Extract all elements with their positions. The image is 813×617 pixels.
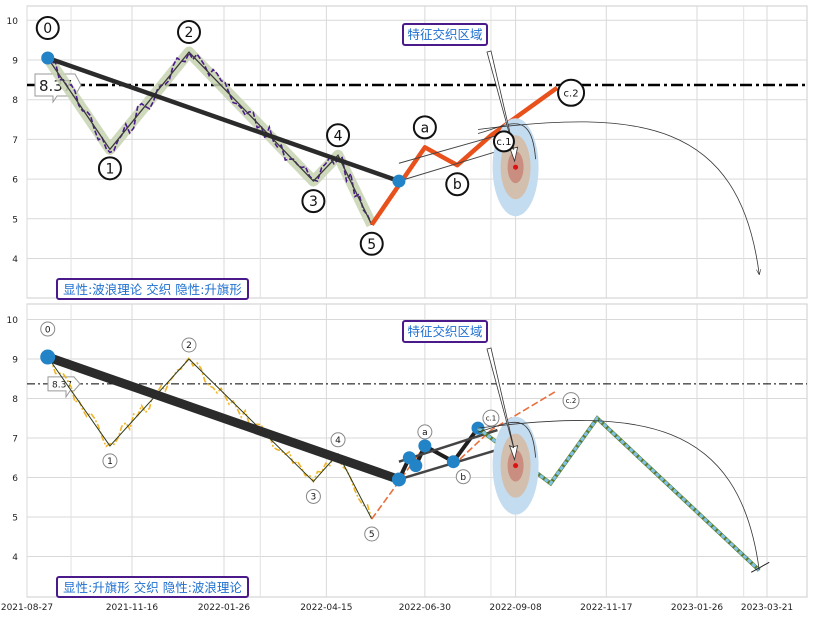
wave-label: b (453, 177, 462, 193)
wave-label: 0 (43, 21, 52, 37)
wave-line (47, 51, 373, 226)
wave-label: a (422, 428, 428, 438)
wave-label: 5 (367, 237, 376, 253)
caption-label: 显性:升旗形 交织 隐性:波浪理论 (63, 580, 242, 595)
annotation-label: 特征交织区域 (407, 324, 482, 339)
wave-label-circle (417, 424, 433, 440)
y-tick-label: 5 (12, 514, 18, 524)
y-tick-label: 6 (12, 474, 18, 484)
plot-area-bottom (26, 303, 808, 598)
channel-upper (398, 134, 498, 164)
flag-point-marker (418, 439, 432, 453)
y-tick-label: 10 (7, 17, 19, 27)
wave-label: 1 (107, 457, 113, 467)
panel-top: 456789108.37特征交织区域012345abc.1c.2显性:波浪理论 … (7, 5, 808, 300)
wave-label-circle (445, 172, 470, 197)
wave-label: 4 (335, 436, 341, 446)
wave-label-circle (301, 189, 326, 214)
wave-label-circle (455, 469, 471, 485)
x-tick-label: 2021-11-16 (106, 603, 159, 613)
annotation-box (402, 320, 488, 343)
trendline (46, 55, 400, 184)
wave-label-circle (364, 526, 380, 542)
wave-label-circle (562, 392, 580, 410)
flag-point-marker (409, 459, 423, 473)
wave-label-circle (176, 20, 201, 45)
wave-label: 4 (334, 128, 343, 144)
flag-point-marker (391, 472, 406, 487)
forecast-arc (477, 121, 759, 275)
caption-box (56, 576, 249, 598)
wave-label: b (460, 473, 466, 483)
x-tick-label: 2021-08-27 (1, 603, 53, 613)
wave-label: c.1 (486, 415, 497, 423)
wave-label-circle (305, 488, 321, 504)
y-tick-label: 4 (12, 255, 18, 265)
wave-label-circle (412, 115, 437, 140)
y-tick-label: 9 (12, 356, 18, 366)
projection-end-bracket (750, 561, 770, 573)
wave-label: 5 (369, 530, 375, 540)
pivot-marker (40, 349, 56, 365)
wave-label-circle (35, 16, 60, 41)
wave-label-circle (330, 432, 346, 448)
annotation-arrow (486, 347, 519, 462)
channel-lower (398, 150, 498, 182)
wave-label: c.1 (496, 137, 511, 148)
wave-label: c.2 (564, 88, 579, 99)
y-tick-label: 4 (12, 553, 18, 563)
wave-label-circle (359, 231, 384, 256)
y-tick-label: 9 (12, 57, 18, 67)
y-tick-label: 8 (12, 96, 18, 106)
x-tick-label: 2022-04-15 (300, 603, 352, 613)
wave-label-circle (326, 123, 351, 148)
price-label-box (47, 376, 81, 399)
y-tick-label: 7 (12, 435, 18, 445)
wave-label-circle (40, 321, 56, 337)
wave-label: 2 (186, 341, 192, 351)
y-tick-label: 8 (12, 395, 18, 405)
x-tick-label: 2022-01-26 (198, 603, 251, 613)
wave-label: a (421, 120, 430, 136)
wave-label: 1 (105, 161, 114, 177)
pivot-marker (41, 51, 55, 65)
panel-bottom: 4 5 6 7 8 9 10 8.37 特征交织区域 0 1 2 3 4 5 a b c.1 c.2 显性:升旗形 交… (7, 303, 808, 598)
wave-label: c.2 (566, 397, 577, 405)
annotation-label: 特征交织区域 (407, 27, 482, 42)
x-tick-label: 2022-09-08 (489, 603, 542, 613)
pivot-marker (392, 174, 406, 188)
x-tick-label: 2022-11-17 (580, 603, 632, 613)
forecast-arc (477, 420, 760, 571)
price-label: 8.37 (52, 380, 72, 390)
y-tick-label: 7 (12, 136, 18, 146)
wave-label-circle (492, 130, 515, 153)
wave-label-circle (102, 453, 118, 469)
wave-label: 3 (311, 493, 317, 503)
flag-point-marker (446, 455, 460, 469)
wave-label: 0 (45, 325, 51, 335)
wave-label: 2 (185, 25, 194, 41)
caption-box (56, 278, 249, 300)
x-tick-label: 2022-06-30 (399, 603, 452, 613)
wave-label-circle (482, 409, 500, 427)
y-tick-label: 6 (12, 176, 18, 186)
y-tick-label: 5 (12, 215, 18, 225)
y-tick-label: 10 (7, 316, 19, 326)
x-tick-label: 2023-03-21 (741, 603, 793, 613)
inner-arc (477, 123, 536, 160)
annotation-box (402, 23, 488, 46)
wave-label-circle (181, 337, 197, 353)
inner-arc (477, 421, 536, 458)
caption-label: 显性:波浪理论 交织 隐性:升旗形 (63, 282, 242, 297)
flagpole (46, 352, 401, 484)
x-tick-label: 2023-01-26 (671, 603, 724, 613)
target-zone-center (513, 463, 519, 469)
wave-label-circle (557, 78, 586, 107)
wave-label: 3 (309, 194, 318, 210)
target-zone-center (513, 164, 519, 170)
wave-label-circle (97, 156, 122, 181)
plot-area-top (26, 5, 808, 299)
